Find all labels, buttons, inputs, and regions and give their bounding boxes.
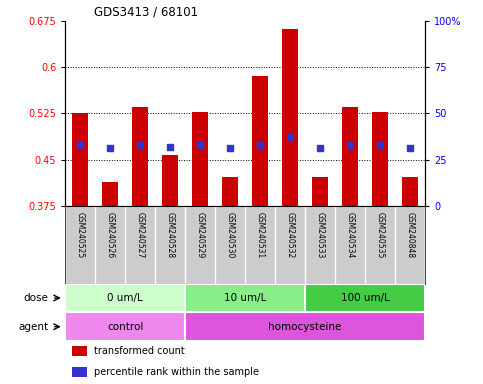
Text: transformed count: transformed count	[94, 346, 185, 356]
Bar	[72, 367, 87, 377]
Text: GDS3413 / 68101: GDS3413 / 68101	[94, 5, 198, 18]
Bar	[132, 107, 148, 206]
Text: 10 um/L: 10 um/L	[224, 293, 266, 303]
Bar	[305, 284, 425, 312]
Text: GSM240848: GSM240848	[406, 212, 414, 258]
Bar	[282, 28, 298, 206]
Bar	[222, 177, 239, 206]
Bar	[65, 284, 185, 312]
Text: agent: agent	[18, 322, 49, 332]
Text: GSM240530: GSM240530	[226, 212, 235, 258]
Text: GSM240525: GSM240525	[76, 212, 85, 258]
Bar	[102, 182, 118, 206]
Bar	[402, 177, 418, 206]
Bar	[312, 177, 328, 206]
Bar	[192, 112, 208, 206]
Text: GSM240531: GSM240531	[256, 212, 265, 258]
Bar	[372, 112, 388, 206]
Text: 100 um/L: 100 um/L	[341, 293, 389, 303]
Text: 0 um/L: 0 um/L	[107, 293, 143, 303]
Bar	[185, 312, 425, 341]
Bar	[185, 284, 305, 312]
Bar	[65, 312, 185, 341]
Text: GSM240535: GSM240535	[376, 212, 384, 258]
Text: percentile rank within the sample: percentile rank within the sample	[94, 367, 259, 377]
Text: GSM240528: GSM240528	[166, 212, 175, 258]
Text: GSM240534: GSM240534	[345, 212, 355, 258]
Bar	[72, 113, 88, 206]
Text: GSM240526: GSM240526	[106, 212, 114, 258]
Text: control: control	[107, 322, 143, 332]
Text: GSM240532: GSM240532	[285, 212, 295, 258]
Text: homocysteine: homocysteine	[269, 322, 342, 332]
Text: dose: dose	[24, 293, 49, 303]
Text: GSM240533: GSM240533	[315, 212, 325, 258]
Bar	[72, 346, 87, 356]
Text: GSM240529: GSM240529	[196, 212, 205, 258]
Bar	[252, 76, 269, 206]
Bar	[162, 155, 178, 206]
Text: GSM240527: GSM240527	[136, 212, 145, 258]
Bar	[342, 107, 358, 206]
